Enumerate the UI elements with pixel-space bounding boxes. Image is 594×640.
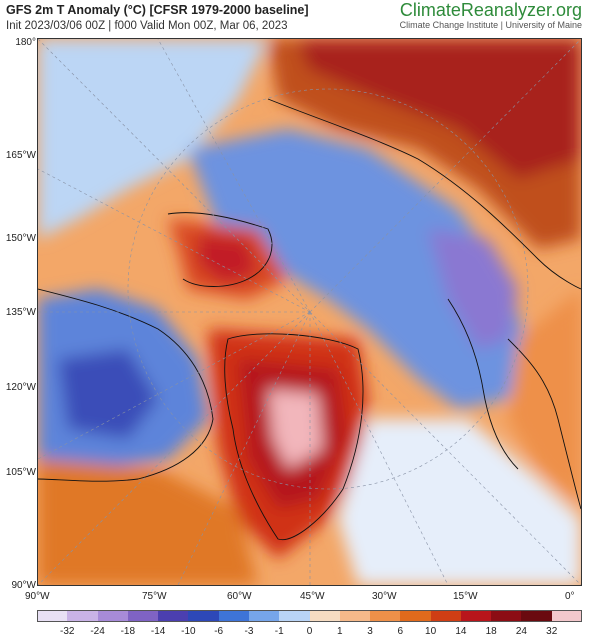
colorbar-label: -10 xyxy=(181,626,196,637)
lon-label-30w: 30°W xyxy=(372,591,397,602)
coastline-siberia xyxy=(267,98,581,290)
coastline-canada xyxy=(38,288,214,482)
warm-region-usa xyxy=(38,459,258,585)
anomaly-map xyxy=(37,38,582,586)
colorbar-label: 14 xyxy=(455,626,467,637)
colorbar xyxy=(37,610,583,622)
colorbar-swatch xyxy=(127,610,159,622)
colorbar-label: -32 xyxy=(60,626,75,637)
colorbar-swatch xyxy=(188,610,220,622)
colorbar-swatch xyxy=(551,610,583,622)
colorbar-swatch xyxy=(279,610,310,622)
lat-label-90w: 90°W xyxy=(11,580,36,591)
colorbar-swatch xyxy=(218,610,250,622)
lon-label-45w: 45°W xyxy=(300,591,325,602)
colorbar-label: 1 xyxy=(336,626,343,637)
colorbar-label: 0 xyxy=(306,626,313,637)
colorbar-label: 24 xyxy=(515,626,527,637)
lon-label-90w: 90°W xyxy=(25,591,50,602)
colorbar-label: 3 xyxy=(367,626,373,637)
colorbar-swatch xyxy=(339,610,371,622)
lat-label-105w: 105°W xyxy=(5,467,36,478)
colorbar-swatch xyxy=(370,610,401,622)
colorbar-swatch xyxy=(97,610,129,622)
colorbar-swatch xyxy=(248,610,280,622)
brand-name: ClimateReanalyzer xyxy=(399,0,551,20)
lon-label-60w: 60°W xyxy=(227,591,252,602)
brand-subtitle: Climate Change Institute | University of… xyxy=(399,20,582,30)
anomaly-map-svg xyxy=(38,39,581,585)
lat-label-135w: 135°W xyxy=(5,307,36,318)
colorbar-swatch xyxy=(460,610,492,622)
colorbar-label: -24 xyxy=(90,626,105,637)
graticule xyxy=(38,39,581,585)
coastline-alaska xyxy=(167,212,273,287)
lat-label-165w: 165°W xyxy=(5,150,36,161)
lat-label-150w: 150°W xyxy=(5,233,36,244)
map-subtitle: Init 2023/03/06 00Z | f000 Valid Mon 00Z… xyxy=(6,20,288,32)
lat-label-120w: 120°W xyxy=(5,382,36,393)
colorbar-label: -14 xyxy=(150,626,166,637)
brand-tld: .org xyxy=(550,0,582,20)
colorbar-swatch xyxy=(400,610,432,622)
cold-region-arctic xyxy=(188,129,528,409)
colorbar-swatch xyxy=(430,610,462,622)
map-title: GFS 2m T Anomaly (°C) [CFSR 1979-2000 ba… xyxy=(6,3,309,17)
hot-region-alaska xyxy=(198,234,258,284)
lon-label-0: 0° xyxy=(565,591,575,602)
lon-label-15w: 15°W xyxy=(453,591,478,602)
colorbar-swatch xyxy=(309,610,341,622)
colorbar-label: 10 xyxy=(425,626,437,637)
coldest-region-scandinavia xyxy=(428,229,518,349)
colorbar-label: -18 xyxy=(120,626,136,637)
warm-region-europe xyxy=(508,289,581,509)
coldest-region-canada xyxy=(58,349,158,439)
colorbar-label: 32 xyxy=(546,626,558,637)
neutral-region-atlantic xyxy=(338,419,581,585)
brand-logo[interactable]: ClimateReanalyzer.org xyxy=(400,0,582,21)
colorbar-swatch xyxy=(37,610,68,622)
colorbar-label: -6 xyxy=(214,626,224,637)
hot-region-siberia xyxy=(298,39,581,179)
coastlines xyxy=(38,98,581,541)
cold-region-pacific xyxy=(38,39,268,239)
coastline-scandinavia xyxy=(447,298,519,470)
colorbar-label: -1 xyxy=(274,626,284,637)
colorbar-swatch xyxy=(158,610,189,622)
colorbar-swatch xyxy=(521,610,553,622)
colorbar-label: 18 xyxy=(485,626,497,637)
colorbar-label: -3 xyxy=(244,626,254,637)
coastline-europe xyxy=(507,338,581,510)
colorbar-label: 6 xyxy=(397,626,404,637)
colorbar-swatch xyxy=(67,610,99,622)
colorbar-swatch xyxy=(491,610,522,622)
hottest-region-greenland xyxy=(268,389,323,469)
lat-label-180: 180° xyxy=(15,37,36,48)
lon-label-75w: 75°W xyxy=(142,591,167,602)
coastline-greenland xyxy=(224,333,364,541)
